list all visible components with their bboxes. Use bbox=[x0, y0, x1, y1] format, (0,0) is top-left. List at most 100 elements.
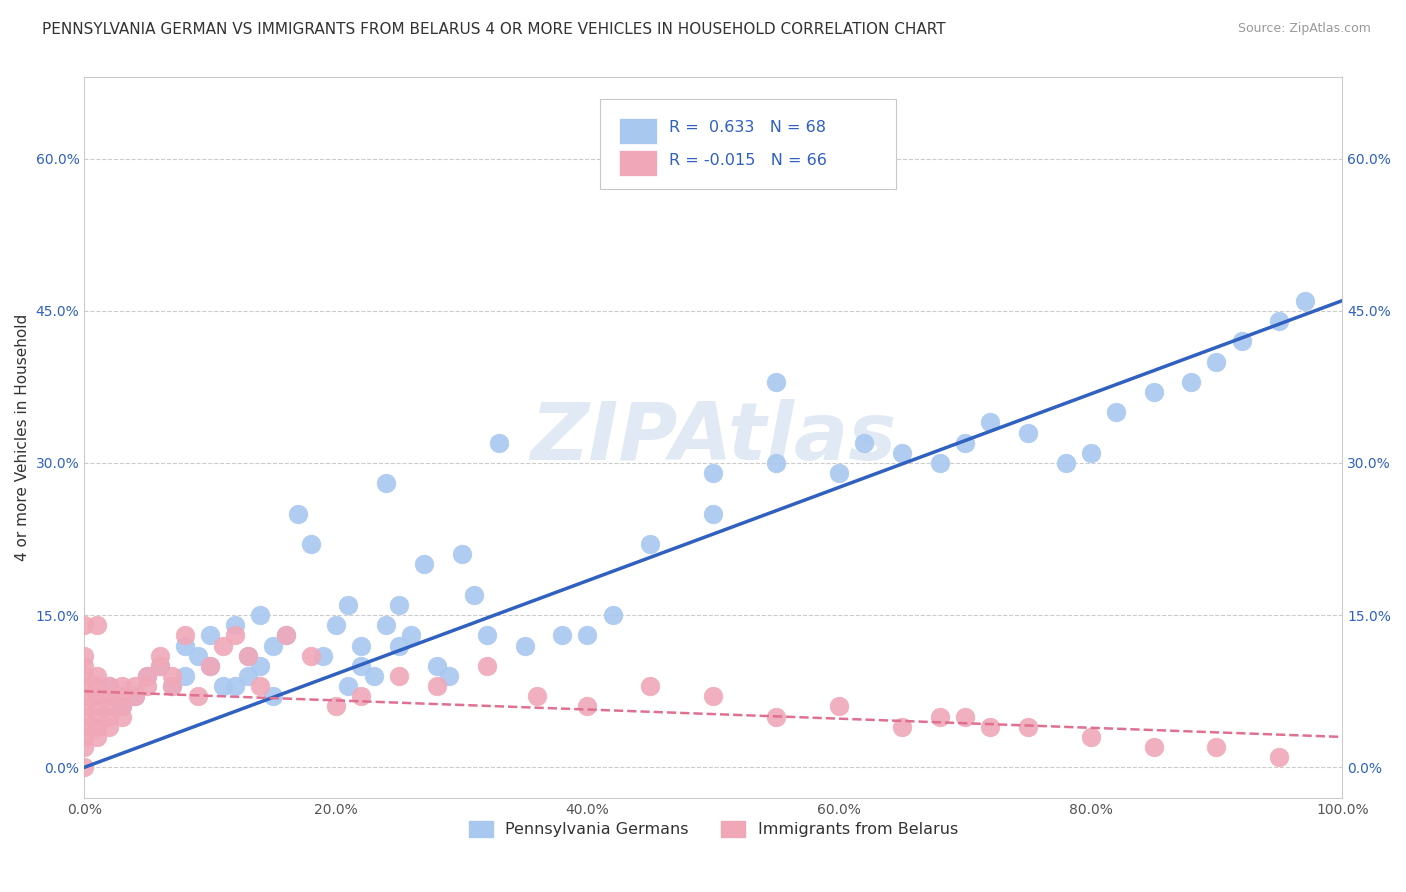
Point bbox=[853, 435, 876, 450]
Text: PENNSYLVANIA GERMAN VS IMMIGRANTS FROM BELARUS 4 OR MORE VEHICLES IN HOUSEHOLD C: PENNSYLVANIA GERMAN VS IMMIGRANTS FROM B… bbox=[42, 22, 946, 37]
Point bbox=[551, 628, 574, 642]
Point bbox=[198, 659, 221, 673]
Point bbox=[325, 618, 347, 632]
FancyBboxPatch shape bbox=[619, 150, 657, 176]
Point bbox=[488, 435, 510, 450]
Y-axis label: 4 or more Vehicles in Household: 4 or more Vehicles in Household bbox=[15, 314, 30, 561]
Point bbox=[1017, 720, 1039, 734]
Point bbox=[73, 699, 96, 714]
Point bbox=[375, 618, 398, 632]
Point bbox=[86, 679, 108, 693]
Point bbox=[73, 720, 96, 734]
Point bbox=[401, 628, 423, 642]
Point bbox=[236, 648, 259, 663]
Point bbox=[325, 699, 347, 714]
Point bbox=[73, 659, 96, 673]
Point bbox=[249, 659, 271, 673]
Point bbox=[350, 659, 373, 673]
Point bbox=[98, 720, 121, 734]
Point bbox=[299, 648, 322, 663]
Point bbox=[136, 669, 159, 683]
Point bbox=[388, 669, 411, 683]
Point bbox=[249, 608, 271, 623]
Point bbox=[136, 669, 159, 683]
Point bbox=[86, 720, 108, 734]
Point bbox=[576, 699, 599, 714]
Point bbox=[1105, 405, 1128, 419]
Point bbox=[73, 648, 96, 663]
Point bbox=[1205, 740, 1227, 755]
Text: Source: ZipAtlas.com: Source: ZipAtlas.com bbox=[1237, 22, 1371, 36]
Point bbox=[111, 679, 134, 693]
Point bbox=[262, 690, 284, 704]
Point bbox=[299, 537, 322, 551]
Point bbox=[979, 720, 1001, 734]
Point bbox=[1205, 354, 1227, 368]
Point bbox=[765, 709, 787, 723]
Point bbox=[98, 679, 121, 693]
Point bbox=[979, 416, 1001, 430]
Point bbox=[576, 628, 599, 642]
Point bbox=[162, 679, 184, 693]
Point bbox=[111, 699, 134, 714]
Point bbox=[475, 659, 498, 673]
Point bbox=[1017, 425, 1039, 440]
Point bbox=[262, 639, 284, 653]
Point bbox=[891, 720, 914, 734]
Point bbox=[111, 690, 134, 704]
Point bbox=[73, 679, 96, 693]
Point bbox=[236, 648, 259, 663]
Point bbox=[174, 669, 197, 683]
Point bbox=[363, 669, 385, 683]
Point bbox=[513, 639, 536, 653]
Point bbox=[98, 690, 121, 704]
Point bbox=[953, 435, 976, 450]
Point bbox=[73, 669, 96, 683]
Point bbox=[149, 659, 172, 673]
Point bbox=[73, 709, 96, 723]
Point bbox=[702, 507, 724, 521]
Point bbox=[1230, 334, 1253, 349]
Point bbox=[388, 639, 411, 653]
Point bbox=[337, 598, 360, 612]
Point bbox=[1080, 446, 1102, 460]
Point bbox=[149, 659, 172, 673]
Point bbox=[249, 679, 271, 693]
Point bbox=[765, 375, 787, 389]
Point bbox=[425, 659, 447, 673]
FancyBboxPatch shape bbox=[600, 99, 896, 189]
Point bbox=[475, 628, 498, 642]
Point bbox=[98, 679, 121, 693]
Point bbox=[211, 639, 233, 653]
Point bbox=[526, 690, 548, 704]
Point bbox=[86, 709, 108, 723]
Point bbox=[124, 690, 146, 704]
Point bbox=[287, 507, 309, 521]
Point bbox=[337, 679, 360, 693]
Point bbox=[437, 669, 460, 683]
Point bbox=[73, 760, 96, 774]
Point bbox=[236, 669, 259, 683]
Point bbox=[86, 730, 108, 744]
Point bbox=[136, 679, 159, 693]
Point bbox=[388, 598, 411, 612]
Point bbox=[224, 618, 246, 632]
Point bbox=[828, 466, 851, 480]
FancyBboxPatch shape bbox=[619, 118, 657, 144]
Point bbox=[1054, 456, 1077, 470]
Point bbox=[86, 690, 108, 704]
Point bbox=[98, 709, 121, 723]
Point bbox=[98, 699, 121, 714]
Point bbox=[111, 699, 134, 714]
Text: ZIPAtlas: ZIPAtlas bbox=[530, 399, 897, 476]
Text: R = -0.015   N = 66: R = -0.015 N = 66 bbox=[669, 153, 827, 168]
Point bbox=[702, 466, 724, 480]
Point bbox=[86, 699, 108, 714]
Point bbox=[765, 456, 787, 470]
Point bbox=[224, 679, 246, 693]
Point bbox=[149, 648, 172, 663]
Point bbox=[413, 558, 436, 572]
Point bbox=[211, 679, 233, 693]
Point bbox=[1268, 314, 1291, 328]
Point bbox=[186, 648, 208, 663]
